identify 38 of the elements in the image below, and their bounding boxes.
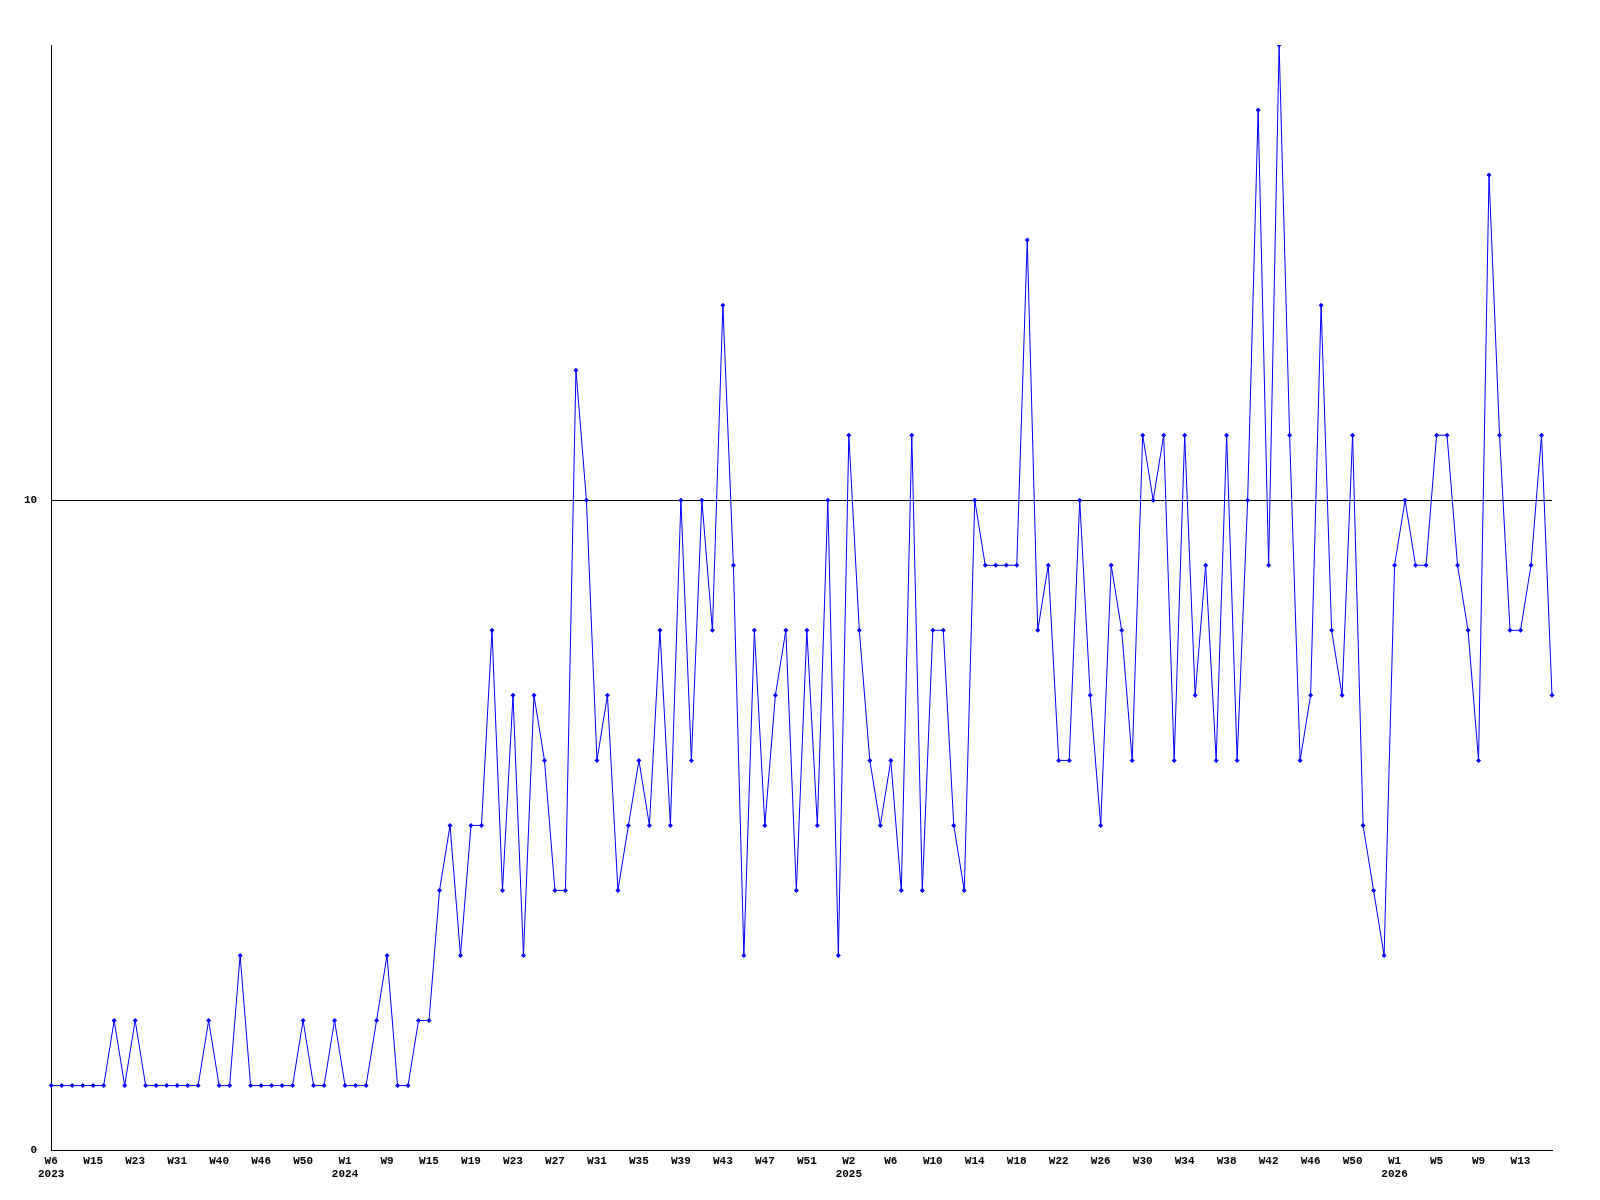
x-tick-label: W1 2024 [331, 1154, 359, 1181]
x-tick-label: W23 [125, 1154, 146, 1167]
x-tick-label: W50 [293, 1154, 313, 1167]
x-tick-label: W39 [671, 1154, 691, 1167]
x-tick-label: W18 [1006, 1154, 1028, 1167]
x-tick-label: W19 [461, 1154, 481, 1167]
x-tick-label: W40 [209, 1154, 230, 1167]
x-tick-label: W27 [545, 1154, 565, 1167]
x-tick-label: W35 [629, 1154, 650, 1167]
x-tick-label: W2 2025 [835, 1154, 863, 1181]
x-tick-label: W6 [884, 1154, 898, 1167]
x-tick-label: W38 [1216, 1154, 1237, 1167]
x-tick-label: W42 [1258, 1154, 1279, 1167]
x-tick-label: W34 [1174, 1154, 1195, 1167]
x-tick-label: W46 [1300, 1154, 1321, 1167]
x-tick-label: W9 [380, 1154, 394, 1167]
x-tick-label: W6 2023 [38, 1154, 65, 1181]
x-tick-label: W43 [712, 1154, 734, 1167]
x-tick-label: W23 [503, 1154, 524, 1167]
x-tick-label: W30 [1132, 1154, 1153, 1167]
x-tick-label: W15 [419, 1154, 440, 1167]
x-tick-label: W31 [167, 1154, 188, 1167]
x-tick-label: W31 [587, 1154, 608, 1167]
y-tick-label: 0 [30, 1144, 38, 1157]
x-tick-label: W10 [922, 1154, 943, 1167]
x-tick-label: W26 [1090, 1154, 1111, 1167]
x-tick-label: W15 [83, 1154, 104, 1167]
x-tick-label: W51 [796, 1154, 818, 1167]
x-tick-label: W22 [1048, 1154, 1069, 1167]
y-tick-label: 10 [24, 494, 38, 507]
x-tick-label: W13 [1510, 1154, 1531, 1167]
x-tick-label: W47 [754, 1154, 775, 1167]
x-tick-label: W5 [1429, 1154, 1444, 1167]
x-tick-label: W9 [1471, 1154, 1486, 1167]
x-tick-label: W14 [964, 1154, 986, 1167]
x-tick-label: W46 [251, 1154, 272, 1167]
x-tick-label: W1 2026 [1381, 1154, 1408, 1181]
x-tick-label: W50 [1342, 1154, 1363, 1167]
